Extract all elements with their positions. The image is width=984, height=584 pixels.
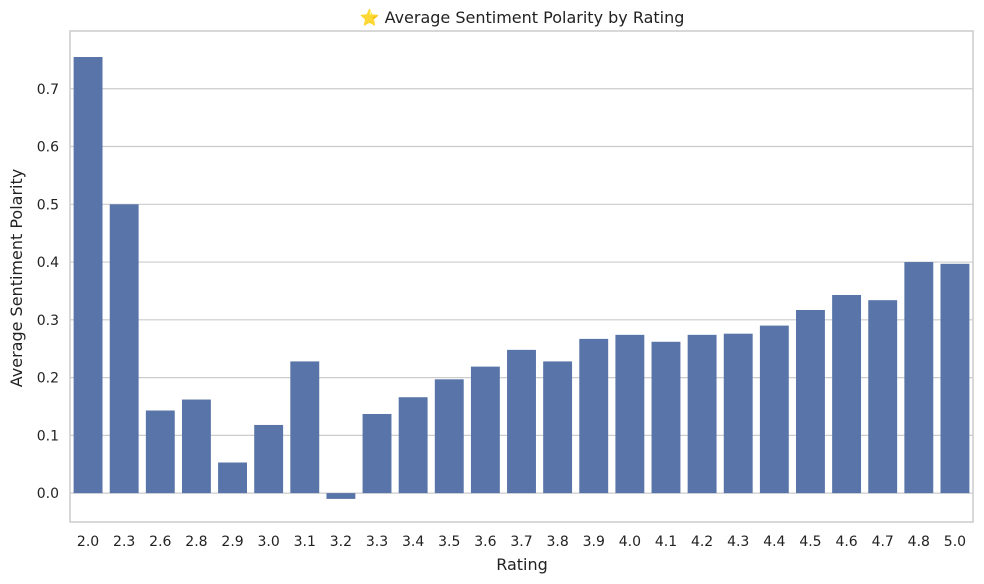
x-tick-label: 4.8 bbox=[908, 534, 930, 550]
y-axis-label: Average Sentiment Polarity bbox=[7, 169, 26, 387]
x-tick-label: 3.1 bbox=[294, 534, 316, 550]
x-tick-label: 4.1 bbox=[655, 534, 677, 550]
x-tick-label: 2.9 bbox=[221, 534, 243, 550]
x-axis-label: Rating bbox=[496, 555, 548, 574]
y-tick-label: 0.5 bbox=[37, 197, 59, 213]
x-tick-label: 4.6 bbox=[835, 534, 857, 550]
bar-3.7 bbox=[507, 349, 536, 494]
bar-4.6 bbox=[832, 294, 862, 494]
x-tick-label: 4.3 bbox=[727, 534, 749, 550]
bar-3.4 bbox=[398, 397, 428, 494]
x-tick-label: 4.7 bbox=[872, 534, 894, 550]
x-tick-label: 2.8 bbox=[185, 534, 207, 550]
bar-4.0 bbox=[615, 334, 645, 494]
x-tick-label: 4.4 bbox=[763, 534, 785, 550]
y-tick-label: 0.0 bbox=[37, 486, 59, 502]
x-tick-label: 3.4 bbox=[402, 534, 424, 550]
bars bbox=[73, 56, 970, 499]
bar-3.0 bbox=[254, 424, 284, 494]
bar-4.5 bbox=[796, 310, 825, 494]
bar-2.0 bbox=[73, 56, 103, 494]
y-tick-label: 0.2 bbox=[37, 371, 59, 387]
x-tick-label: 2.3 bbox=[113, 534, 135, 550]
bar-2.6 bbox=[145, 410, 175, 494]
chart-title: ⭐ Average Sentiment Polarity by Rating bbox=[360, 8, 685, 27]
bar-4.7 bbox=[868, 300, 898, 494]
bar-3.1 bbox=[290, 361, 320, 494]
y-tick-labels: 0.0 0.1 0.2 0.3 0.4 0.5 0.6 0.7 bbox=[37, 82, 59, 502]
x-tick-label: 3.7 bbox=[510, 534, 532, 550]
bar-4.8 bbox=[904, 262, 934, 494]
x-tick-label: 3.8 bbox=[546, 534, 568, 550]
x-tick-label: 4.5 bbox=[799, 534, 821, 550]
bar-3.9 bbox=[579, 338, 609, 494]
y-tick-label: 0.3 bbox=[37, 313, 59, 329]
x-tick-label: 4.0 bbox=[619, 534, 641, 550]
x-tick-labels: 2.0 2.3 2.6 2.8 2.9 3.0 3.1 3.2 3.3 3.4 3.5 3.6 3.7 3… bbox=[77, 534, 966, 550]
bar-2.3 bbox=[109, 204, 139, 494]
x-tick-label: 3.5 bbox=[438, 534, 460, 550]
x-tick-label: 2.6 bbox=[149, 534, 171, 550]
bar-3.8 bbox=[543, 361, 573, 494]
x-tick-label: 5.0 bbox=[944, 534, 966, 550]
bar-3.5 bbox=[434, 379, 464, 494]
bar-3.3 bbox=[362, 413, 392, 494]
bar-4.4 bbox=[759, 325, 789, 494]
bar-4.1 bbox=[651, 341, 681, 494]
x-tick-label: 2.0 bbox=[77, 534, 99, 550]
y-tick-label: 0.1 bbox=[37, 428, 59, 444]
bar-2.8 bbox=[181, 399, 211, 494]
y-tick-label: 0.6 bbox=[37, 140, 59, 156]
y-tick-label: 0.4 bbox=[37, 255, 59, 271]
x-tick-label: 3.6 bbox=[474, 534, 496, 550]
bar-3.2 bbox=[326, 493, 356, 499]
x-tick-label: 3.3 bbox=[366, 534, 388, 550]
x-tick-label: 3.9 bbox=[583, 534, 605, 550]
plot-frame bbox=[69, 30, 974, 523]
bar-4.3 bbox=[723, 333, 753, 494]
bar-2.9 bbox=[218, 462, 247, 494]
y-tick-label: 0.7 bbox=[37, 82, 59, 98]
bar-5.0 bbox=[940, 263, 970, 494]
x-tick-label: 4.2 bbox=[691, 534, 713, 550]
x-tick-label: 3.0 bbox=[258, 534, 280, 550]
bar-3.6 bbox=[470, 366, 500, 494]
x-tick-label: 3.2 bbox=[330, 534, 352, 550]
bar-4.2 bbox=[687, 334, 717, 494]
